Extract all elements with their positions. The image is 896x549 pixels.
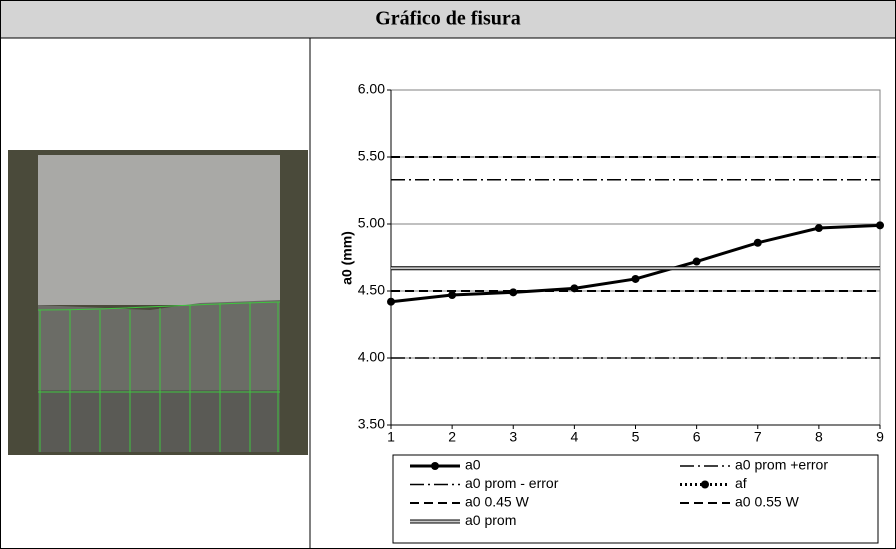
legend-label: a0 prom (465, 512, 516, 528)
x-tick-label: 2 (448, 429, 456, 445)
specimen-photo (8, 150, 308, 455)
x-tick-label: 5 (632, 429, 640, 445)
y-tick-label: 3.50 (358, 416, 385, 432)
legend-label: af (735, 475, 747, 491)
point (509, 288, 518, 297)
y-tick-label: 6.00 (358, 81, 385, 97)
x-tick-label: 8 (815, 429, 823, 445)
chart-title: Gráfico de fisura (375, 8, 521, 30)
fatigue-zone (38, 300, 280, 395)
title-bar (1, 1, 895, 38)
measure-lines (37, 301, 281, 452)
y-tick-label: 5.50 (358, 148, 385, 164)
legend-label: a0 (465, 457, 481, 473)
legend-marker (431, 462, 439, 470)
legend-label: a0 prom - error (465, 475, 559, 491)
y-tick-label: 4.50 (358, 282, 385, 298)
legend-label: a0 0.45 W (465, 494, 530, 510)
legend (392, 454, 879, 544)
x-tick-label: 9 (876, 429, 884, 445)
x-tick-label: 4 (570, 429, 578, 445)
x-tick-label: 7 (754, 429, 762, 445)
point (692, 257, 701, 266)
legend-label: a0 0.55 W (735, 494, 800, 510)
fracture-surface (38, 155, 280, 305)
point (876, 221, 884, 230)
point (387, 297, 395, 306)
legend-label: a0 prom +error (735, 457, 828, 473)
notch-zone (38, 390, 280, 452)
y-tick-label: 4.00 (358, 349, 385, 365)
x-tick-label: 3 (509, 429, 517, 445)
point (631, 274, 640, 283)
plot-area (390, 89, 881, 426)
point (814, 224, 823, 233)
y-axis-label: a0 (mm) (339, 231, 355, 285)
x-tick-label: 1 (387, 429, 395, 445)
legend-marker (701, 480, 709, 489)
point (753, 238, 762, 247)
x-tick-label: 6 (693, 429, 701, 445)
y-tick-label: 5.00 (358, 215, 385, 231)
point (448, 291, 457, 300)
